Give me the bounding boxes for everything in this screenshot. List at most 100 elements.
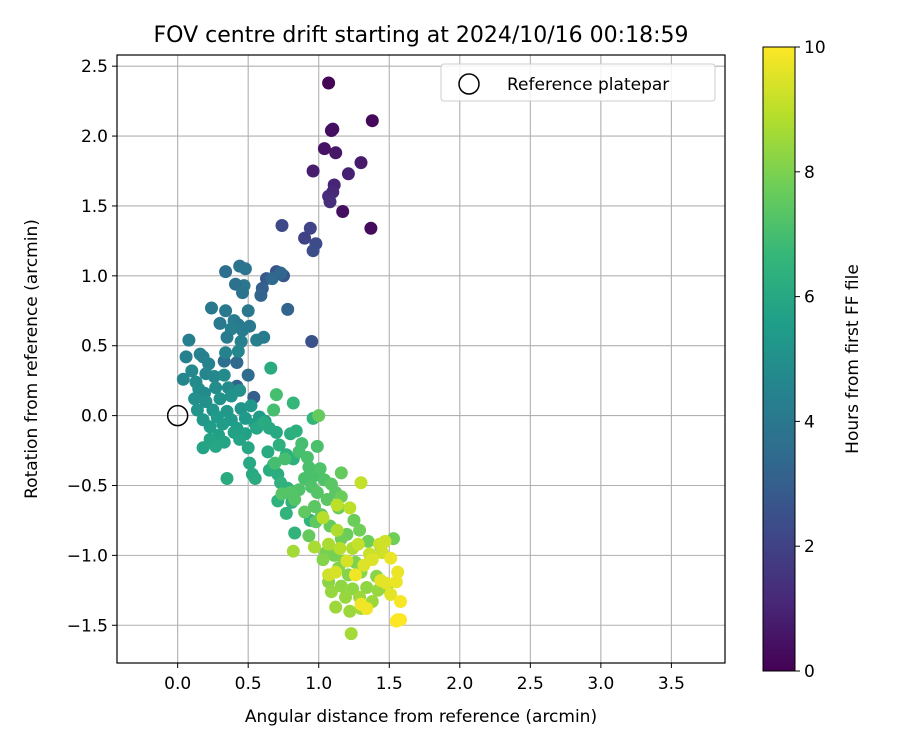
colorbar-tick-label: 2 bbox=[804, 537, 815, 557]
data-point bbox=[254, 288, 268, 302]
data-point bbox=[336, 205, 350, 218]
data-point bbox=[224, 389, 238, 403]
reference-platepar-marker bbox=[166, 404, 189, 427]
data-point bbox=[389, 575, 403, 589]
data-point bbox=[312, 409, 326, 423]
data-point bbox=[303, 221, 317, 235]
data-point bbox=[322, 76, 336, 90]
data-point bbox=[234, 402, 248, 416]
legend-reference-marker bbox=[458, 73, 480, 95]
data-point bbox=[347, 513, 361, 527]
data-point bbox=[286, 396, 300, 410]
data-point bbox=[243, 456, 257, 470]
data-point bbox=[241, 441, 255, 455]
data-point bbox=[219, 304, 233, 318]
data-point bbox=[207, 370, 221, 383]
data-point bbox=[264, 361, 278, 375]
data-point bbox=[329, 565, 343, 579]
data-point bbox=[230, 356, 244, 369]
data-point bbox=[361, 534, 375, 548]
x-tick-label: 1.0 bbox=[305, 674, 332, 694]
x-tick-label: 0.5 bbox=[235, 674, 262, 694]
data-point bbox=[188, 392, 202, 406]
data-point bbox=[333, 541, 347, 555]
data-point bbox=[190, 403, 204, 417]
data-point bbox=[365, 553, 379, 567]
legend: Reference platepar bbox=[440, 63, 716, 102]
colorbar-ticks: 0 2 4 6 8 10 bbox=[795, 38, 826, 682]
data-point bbox=[231, 344, 245, 358]
y-axis-ticks: −1.5 −1.0 −0.5 0.0 0.5 1.0 1.5 2.0 2.5 bbox=[67, 57, 117, 636]
data-point bbox=[313, 462, 327, 476]
data-point bbox=[261, 445, 275, 459]
data-point bbox=[281, 302, 295, 316]
colorbar bbox=[762, 46, 796, 672]
data-point bbox=[364, 221, 378, 235]
y-tick-label: −1.0 bbox=[67, 546, 108, 566]
data-point bbox=[185, 364, 199, 378]
data-point bbox=[320, 493, 334, 506]
data-point bbox=[272, 438, 286, 452]
data-point bbox=[339, 590, 352, 604]
data-point bbox=[220, 472, 234, 485]
data-point bbox=[269, 388, 283, 402]
x-axis-label: Angular distance from reference (arcmin) bbox=[245, 707, 597, 727]
colorbar-tick-label: 6 bbox=[804, 288, 815, 308]
data-point bbox=[322, 537, 336, 551]
data-point bbox=[238, 411, 252, 425]
colorbar-tick-label: 0 bbox=[804, 662, 815, 682]
data-point bbox=[353, 523, 367, 537]
colorbar-tick-label: 4 bbox=[804, 412, 815, 432]
data-point bbox=[324, 585, 338, 599]
data-point bbox=[298, 231, 312, 245]
data-point bbox=[286, 544, 300, 558]
data-point bbox=[317, 142, 331, 156]
data-point bbox=[391, 565, 405, 579]
data-point bbox=[278, 452, 292, 466]
reference-marker-group bbox=[166, 404, 189, 427]
data-point bbox=[308, 540, 321, 554]
data-point bbox=[330, 498, 344, 512]
data-point bbox=[378, 534, 392, 548]
data-point bbox=[394, 595, 407, 608]
colorbar-tick-label: 8 bbox=[804, 163, 815, 183]
data-point bbox=[316, 511, 330, 525]
data-point bbox=[241, 368, 255, 382]
data-point bbox=[360, 602, 374, 615]
data-point bbox=[209, 439, 223, 453]
data-point bbox=[384, 588, 398, 601]
plot-area-frame bbox=[116, 54, 726, 664]
data-point bbox=[365, 114, 379, 128]
y-tick-label: 0.0 bbox=[81, 407, 108, 427]
data-point bbox=[213, 316, 227, 330]
data-point bbox=[316, 553, 330, 567]
data-point bbox=[219, 346, 233, 360]
data-point bbox=[306, 164, 320, 178]
chart-title: FOV centre drift starting at 2024/10/16 … bbox=[154, 23, 689, 48]
data-point bbox=[334, 579, 348, 593]
x-axis-ticks: 0.0 0.5 1.0 1.5 2.0 2.5 3.0 3.5 bbox=[164, 663, 685, 694]
data-point bbox=[360, 581, 374, 594]
data-point bbox=[288, 526, 302, 540]
y-tick-label: 2.0 bbox=[81, 127, 108, 147]
colorbar-tick-label: 10 bbox=[804, 38, 826, 58]
data-point bbox=[234, 335, 248, 348]
data-point bbox=[209, 381, 223, 395]
data-point bbox=[343, 501, 357, 515]
x-tick-label: 2.0 bbox=[446, 674, 473, 694]
data-point bbox=[267, 403, 281, 417]
data-point bbox=[275, 219, 289, 232]
data-point bbox=[288, 493, 302, 506]
y-tick-label: −1.5 bbox=[67, 616, 108, 636]
data-point bbox=[310, 486, 324, 499]
x-tick-label: 3.0 bbox=[587, 674, 614, 694]
colorbar-label: Hours from first FF file bbox=[843, 264, 863, 454]
data-point bbox=[334, 466, 348, 480]
data-point bbox=[257, 330, 271, 344]
data-point bbox=[344, 627, 358, 641]
data-point bbox=[330, 523, 344, 537]
data-point bbox=[323, 195, 337, 209]
data-point bbox=[348, 568, 362, 582]
x-tick-label: 3.5 bbox=[658, 674, 685, 694]
data-point bbox=[329, 146, 343, 160]
